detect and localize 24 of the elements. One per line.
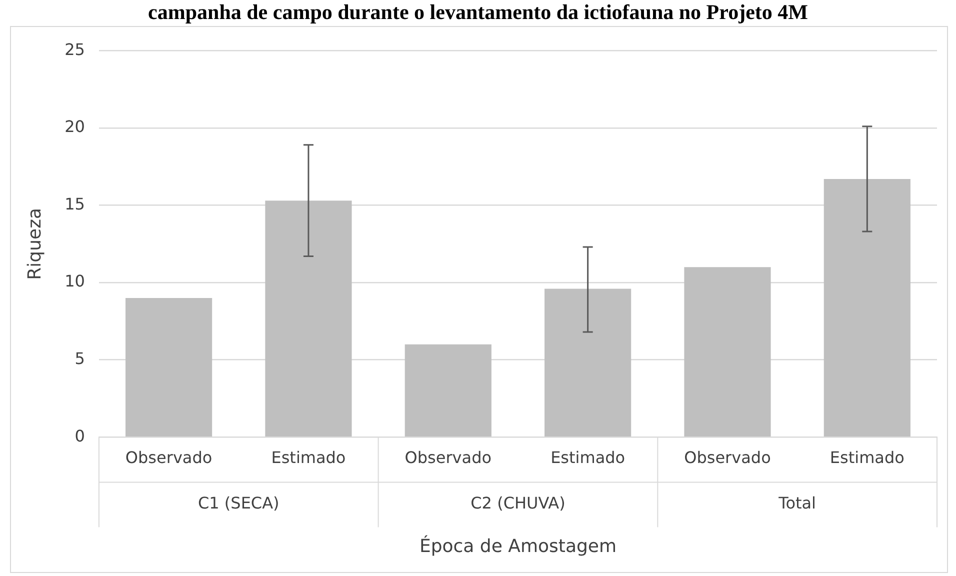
chart-title: campanha de campo durante o levantamento da ictiofauna no Projeto 4M <box>147 0 809 25</box>
y-tick-label: 10 <box>64 272 85 291</box>
y-tick-label: 15 <box>64 194 85 214</box>
bar <box>265 200 352 437</box>
y-axis-title: Riqueza <box>24 208 46 280</box>
bar <box>544 288 632 437</box>
x-tick-label: Estimado <box>550 448 626 467</box>
bar <box>684 267 771 437</box>
x-tick-label: Observado <box>125 448 212 467</box>
x-tick-label: Estimado <box>271 448 346 467</box>
x-axis-title: Época de Amostagem <box>419 534 617 557</box>
x-tick-label: Observado <box>404 448 492 467</box>
y-tick-label: 0 <box>74 426 85 446</box>
bar <box>404 344 492 437</box>
bar <box>126 298 212 437</box>
bar <box>824 178 910 437</box>
x-tick-label: Observado <box>684 448 771 467</box>
x-tick-label: Estimado <box>830 448 904 467</box>
y-tick-label: 20 <box>64 117 85 136</box>
text: C1 (SECA) <box>198 493 280 512</box>
text: C2 (CHUVA) <box>470 493 566 512</box>
text: Total <box>778 493 816 512</box>
y-tick-label: 5 <box>74 349 85 368</box>
y-tick-label: 25 <box>64 40 85 59</box>
